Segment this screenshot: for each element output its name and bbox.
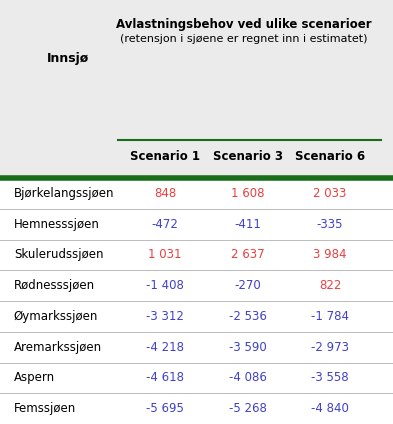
Text: Scenario 3: Scenario 3 xyxy=(213,150,283,163)
Text: 2 637: 2 637 xyxy=(231,248,264,262)
Text: Rødnesssjøen: Rødnesssjøen xyxy=(14,279,95,292)
Bar xyxy=(0,178,393,424)
Text: -2 536: -2 536 xyxy=(229,310,266,323)
Text: -5 268: -5 268 xyxy=(229,402,266,415)
Text: -4 618: -4 618 xyxy=(146,371,184,385)
Text: (retensjon i sjøene er regnet inn i estimatet): (retensjon i sjøene er regnet inn i esti… xyxy=(120,34,367,44)
Text: -4 840: -4 840 xyxy=(311,402,349,415)
Bar xyxy=(0,0,393,178)
Text: Aspern: Aspern xyxy=(14,371,55,385)
Text: 2 033: 2 033 xyxy=(314,187,347,200)
Text: -3 590: -3 590 xyxy=(229,340,266,354)
Text: -3 558: -3 558 xyxy=(311,371,349,385)
Text: -411: -411 xyxy=(234,218,261,231)
Text: Femssjøen: Femssjøen xyxy=(14,402,76,415)
Text: 822: 822 xyxy=(319,279,341,292)
Text: -3 312: -3 312 xyxy=(146,310,184,323)
Text: -270: -270 xyxy=(234,279,261,292)
Text: Øymarkssjøen: Øymarkssjøen xyxy=(14,310,98,323)
Text: Skulerudssjøen: Skulerudssjøen xyxy=(14,248,103,262)
Text: Hemnesssjøen: Hemnesssjøen xyxy=(14,218,100,231)
Text: Scenario 6: Scenario 6 xyxy=(295,150,365,163)
Text: Avlastningsbehov ved ulike scenarioer: Avlastningsbehov ved ulike scenarioer xyxy=(116,18,371,31)
Text: -335: -335 xyxy=(317,218,343,231)
Text: -472: -472 xyxy=(152,218,178,231)
Text: -2 973: -2 973 xyxy=(311,340,349,354)
Text: -1 784: -1 784 xyxy=(311,310,349,323)
Text: -1 408: -1 408 xyxy=(146,279,184,292)
Text: -4 086: -4 086 xyxy=(229,371,266,385)
Text: -5 695: -5 695 xyxy=(146,402,184,415)
Text: Scenario 1: Scenario 1 xyxy=(130,150,200,163)
Text: 3 984: 3 984 xyxy=(313,248,347,262)
Text: Aremarkssjøen: Aremarkssjøen xyxy=(14,340,102,354)
Text: Bjørkelangssjøen: Bjørkelangssjøen xyxy=(14,187,114,200)
Text: Innsjø: Innsjø xyxy=(47,52,90,65)
Text: -4 218: -4 218 xyxy=(146,340,184,354)
Text: 848: 848 xyxy=(154,187,176,200)
Text: 1 608: 1 608 xyxy=(231,187,264,200)
Text: 1 031: 1 031 xyxy=(148,248,182,262)
